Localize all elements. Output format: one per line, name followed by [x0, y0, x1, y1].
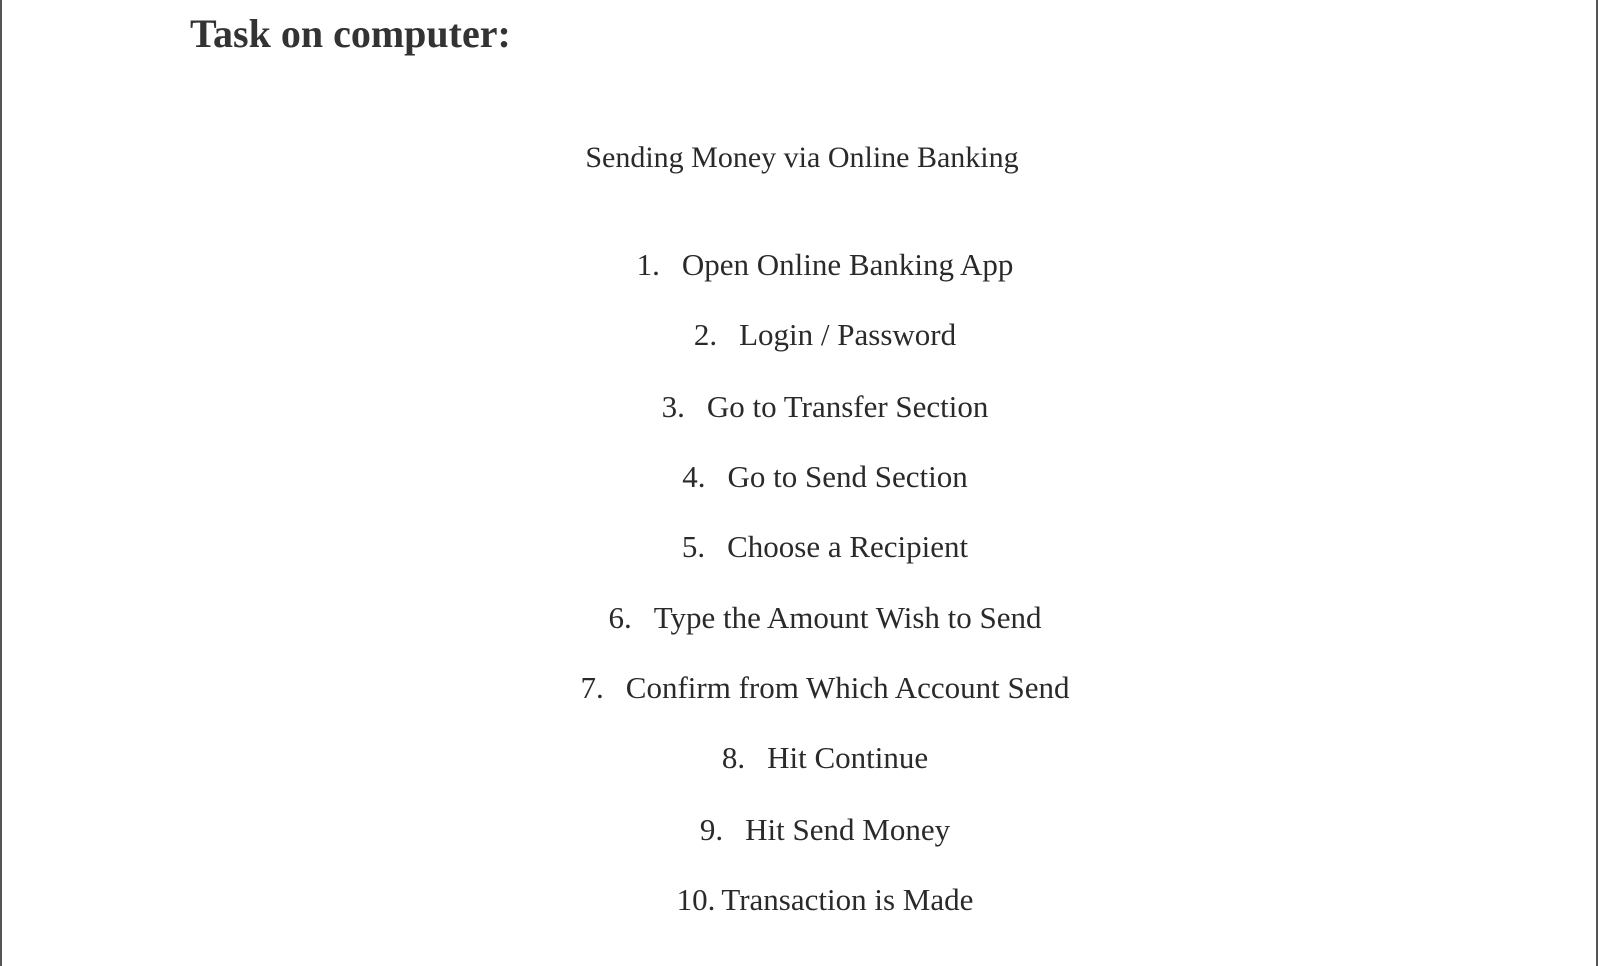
step-text: Open Online Banking App	[681, 247, 1014, 282]
page-right-border	[1596, 0, 1598, 966]
step-number: 2.	[693, 317, 718, 352]
step-item: 8. Hit Continue	[0, 738, 1604, 778]
step-text: Hit Send Money	[745, 812, 951, 847]
step-item: 2. Login / Password	[0, 315, 1604, 355]
step-text: Go to Send Section	[727, 459, 968, 494]
step-item: 7. Confirm from Which Account Send	[0, 668, 1604, 708]
step-text: Confirm from Which Account Send	[625, 670, 1070, 705]
step-text: Go to Transfer Section	[706, 389, 989, 424]
step-number: 6.	[608, 600, 632, 635]
step-number: 9.	[699, 812, 724, 847]
step-number: 10.	[676, 882, 716, 917]
document-title: Sending Money via Online Banking	[585, 141, 1019, 174]
step-number: 4.	[682, 459, 706, 494]
step-text: Type the Amount Wish to Send	[653, 600, 1042, 635]
task-heading: Task on computer:	[190, 11, 511, 56]
step-text: Transaction is Made	[721, 882, 974, 917]
step-item: 6. Type the Amount Wish to Send	[0, 598, 1604, 638]
step-text: Login / Password	[739, 317, 957, 352]
step-item: 10. Transaction is Made	[0, 880, 1604, 920]
step-number: 5.	[681, 529, 706, 564]
page-left-border	[0, 0, 2, 966]
step-item: 5. Choose a Recipient	[0, 527, 1604, 567]
step-item: 1. Open Online Banking App	[0, 245, 1604, 285]
step-number: 3.	[661, 389, 685, 424]
step-number: 7.	[580, 670, 604, 705]
step-item: 4. Go to Send Section	[0, 457, 1604, 497]
step-text: Hit Continue	[767, 740, 929, 775]
step-text: Choose a Recipient	[727, 529, 969, 564]
step-item: 9. Hit Send Money	[0, 810, 1604, 850]
step-number: 1.	[636, 247, 660, 282]
step-number: 8.	[721, 740, 746, 775]
step-item: 3. Go to Transfer Section	[0, 387, 1604, 427]
